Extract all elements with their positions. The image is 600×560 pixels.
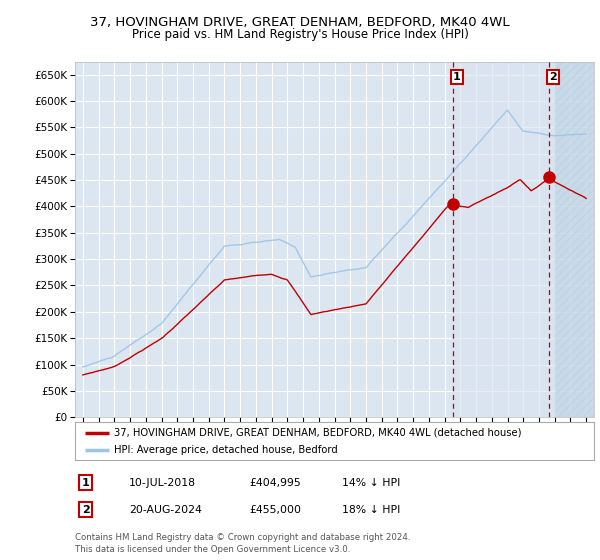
Text: 20-AUG-2024: 20-AUG-2024 bbox=[129, 505, 202, 515]
Text: 37, HOVINGHAM DRIVE, GREAT DENHAM, BEDFORD, MK40 4WL (detached house): 37, HOVINGHAM DRIVE, GREAT DENHAM, BEDFO… bbox=[114, 427, 521, 437]
Text: 10-JUL-2018: 10-JUL-2018 bbox=[129, 478, 196, 488]
Text: £404,995: £404,995 bbox=[249, 478, 301, 488]
Bar bbox=[453, 62, 594, 417]
Text: 18% ↓ HPI: 18% ↓ HPI bbox=[342, 505, 400, 515]
Text: Contains HM Land Registry data © Crown copyright and database right 2024.
This d: Contains HM Land Registry data © Crown c… bbox=[75, 533, 410, 554]
Text: 1: 1 bbox=[82, 478, 89, 488]
Text: 2: 2 bbox=[549, 72, 557, 82]
Text: HPI: Average price, detached house, Bedford: HPI: Average price, detached house, Bedf… bbox=[114, 445, 338, 455]
Text: 14% ↓ HPI: 14% ↓ HPI bbox=[342, 478, 400, 488]
Text: Price paid vs. HM Land Registry's House Price Index (HPI): Price paid vs. HM Land Registry's House … bbox=[131, 28, 469, 41]
Text: 37, HOVINGHAM DRIVE, GREAT DENHAM, BEDFORD, MK40 4WL: 37, HOVINGHAM DRIVE, GREAT DENHAM, BEDFO… bbox=[90, 16, 510, 29]
Text: 2: 2 bbox=[82, 505, 89, 515]
Text: £455,000: £455,000 bbox=[249, 505, 301, 515]
Bar bbox=[554, 62, 594, 417]
Text: 1: 1 bbox=[453, 72, 461, 82]
